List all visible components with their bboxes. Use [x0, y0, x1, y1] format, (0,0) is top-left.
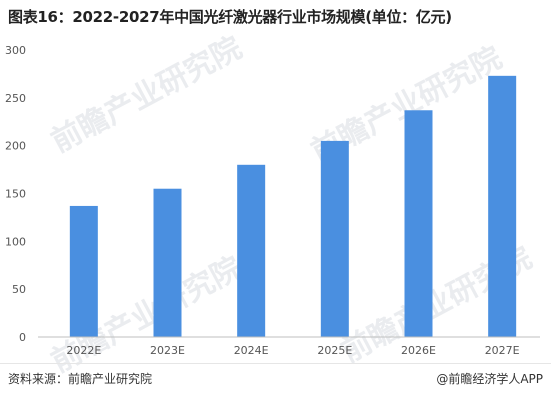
- chart-title: 图表16：2022-2027年中国光纤激光器行业市场规模(单位：亿元): [8, 8, 452, 26]
- bar-2024E: [237, 164, 266, 337]
- x-axis-ticks: 2022E 2023E 2024E 2025E 2026E 2027E: [66, 344, 519, 357]
- bars: [69, 75, 517, 338]
- bar-2025E: [320, 140, 349, 337]
- y-tick-label: 150: [5, 188, 26, 201]
- y-axis-ticks: 0 50 100 150 200 250 300: [5, 44, 26, 344]
- y-tick-label: 50: [12, 283, 26, 296]
- bar-2027E: [488, 75, 517, 337]
- y-tick-label: 300: [5, 44, 26, 57]
- x-tick-label: 2026E: [401, 344, 436, 357]
- bar-2026E: [404, 110, 433, 338]
- x-tick-label: 2025E: [317, 344, 352, 357]
- publisher-credit: @前瞻经济学人APP: [436, 372, 543, 386]
- x-tick-label: 2022E: [66, 344, 101, 357]
- y-tick-label: 100: [5, 235, 26, 248]
- x-tick-label: 2023E: [150, 344, 185, 357]
- x-tick-label: 2024E: [234, 344, 269, 357]
- y-tick-label: 0: [19, 331, 26, 344]
- bar-2022E: [69, 205, 98, 337]
- footer-divider: [0, 363, 551, 364]
- bar-2023E: [153, 188, 182, 337]
- y-tick-label: 250: [5, 92, 26, 105]
- y-tick-label: 200: [5, 140, 26, 153]
- source-note: 资料来源：前瞻产业研究院: [8, 372, 153, 386]
- x-tick-label: 2027E: [485, 344, 520, 357]
